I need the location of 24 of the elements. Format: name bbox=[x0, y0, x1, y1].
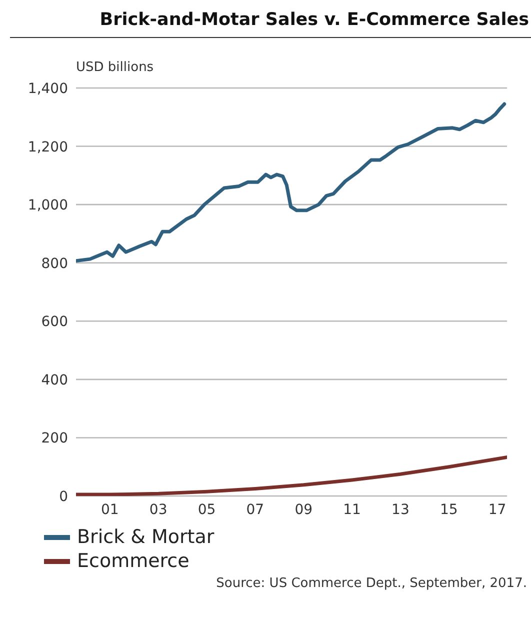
legend-label: Brick & Mortar bbox=[76, 526, 216, 548]
x-tick-label: 17 bbox=[488, 502, 506, 518]
legend-label: Ecommerce bbox=[76, 550, 190, 572]
y-tick-label: 0 bbox=[59, 488, 68, 505]
y-tick-label: 400 bbox=[41, 372, 68, 388]
source-note: Source: US Commerce Dept., September, 2017. bbox=[215, 576, 528, 591]
y-tick-label: 1,200 bbox=[28, 139, 68, 156]
line-series bbox=[76, 455, 507, 496]
y-tick-label: 1,000 bbox=[28, 198, 68, 214]
x-tick-label: 03 bbox=[149, 502, 168, 518]
x-tick-label: 11 bbox=[343, 502, 361, 518]
x-tick-label: 15 bbox=[440, 502, 458, 518]
y-tick-label: 600 bbox=[41, 314, 68, 330]
x-tick-label: 01 bbox=[100, 502, 119, 518]
x-tick-label: 07 bbox=[246, 502, 264, 518]
y-tick-label: 800 bbox=[41, 256, 68, 272]
line-series bbox=[76, 102, 506, 263]
chart-title: Brick-and-Motar Sales v. E-Commerce Sales bbox=[10, 0, 531, 38]
x-tick-label: 13 bbox=[392, 502, 410, 518]
x-tick-label: 05 bbox=[198, 502, 216, 518]
y-tick-label: 200 bbox=[41, 430, 68, 447]
y-axis-title: USD billions bbox=[76, 60, 154, 75]
x-tick-label: 09 bbox=[294, 502, 313, 518]
y-tick-label: 1,400 bbox=[28, 80, 68, 97]
